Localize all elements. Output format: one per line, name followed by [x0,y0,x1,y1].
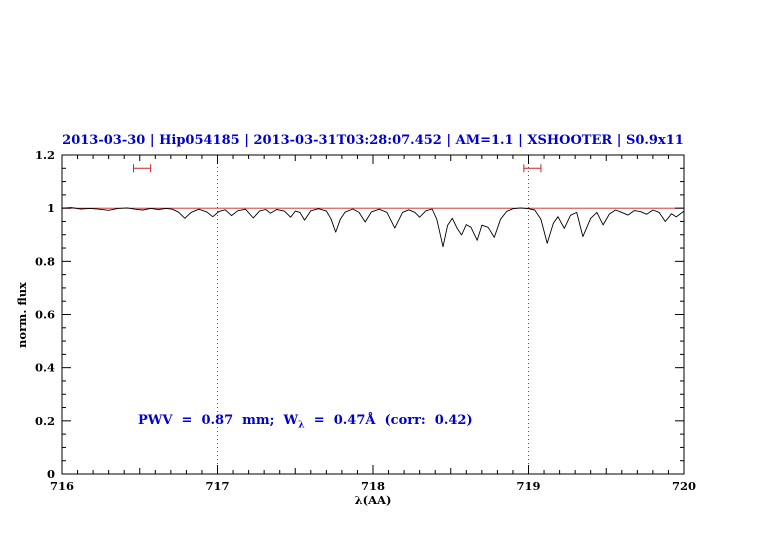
x-tick-label: 720 [672,479,696,493]
plot-title: 2013-03-30 | Hip054185 | 2013-03-31T03:2… [62,133,684,148]
x-tick-label: 719 [516,479,540,493]
pwv-annotation: PWV = 0.87 mm; Wλ = 0.47Å (corr: 0.42) [138,413,473,431]
y-tick-label: 0 [47,467,55,481]
x-axis-label: λ(AA) [354,493,392,507]
y-tick-label: 0.6 [35,308,55,322]
y-tick-label: 0.8 [35,254,55,268]
y-tick-label: 0.4 [35,361,55,375]
x-tick-label: 718 [361,479,385,493]
y-tick-label: 1 [47,201,55,215]
y-tick-label: 0.2 [35,414,55,428]
annotation-text-pre: PWV = 0.87 mm; W [138,413,299,428]
annotation-text-post: = 0.47Å (corr: 0.42) [304,413,473,428]
x-tick-label: 716 [50,479,74,493]
y-tick-label: 1.2 [35,148,55,162]
x-tick-label: 717 [205,479,229,493]
spectrum-line [61,207,685,248]
annotation-lambda-subscript: λ [298,419,305,431]
